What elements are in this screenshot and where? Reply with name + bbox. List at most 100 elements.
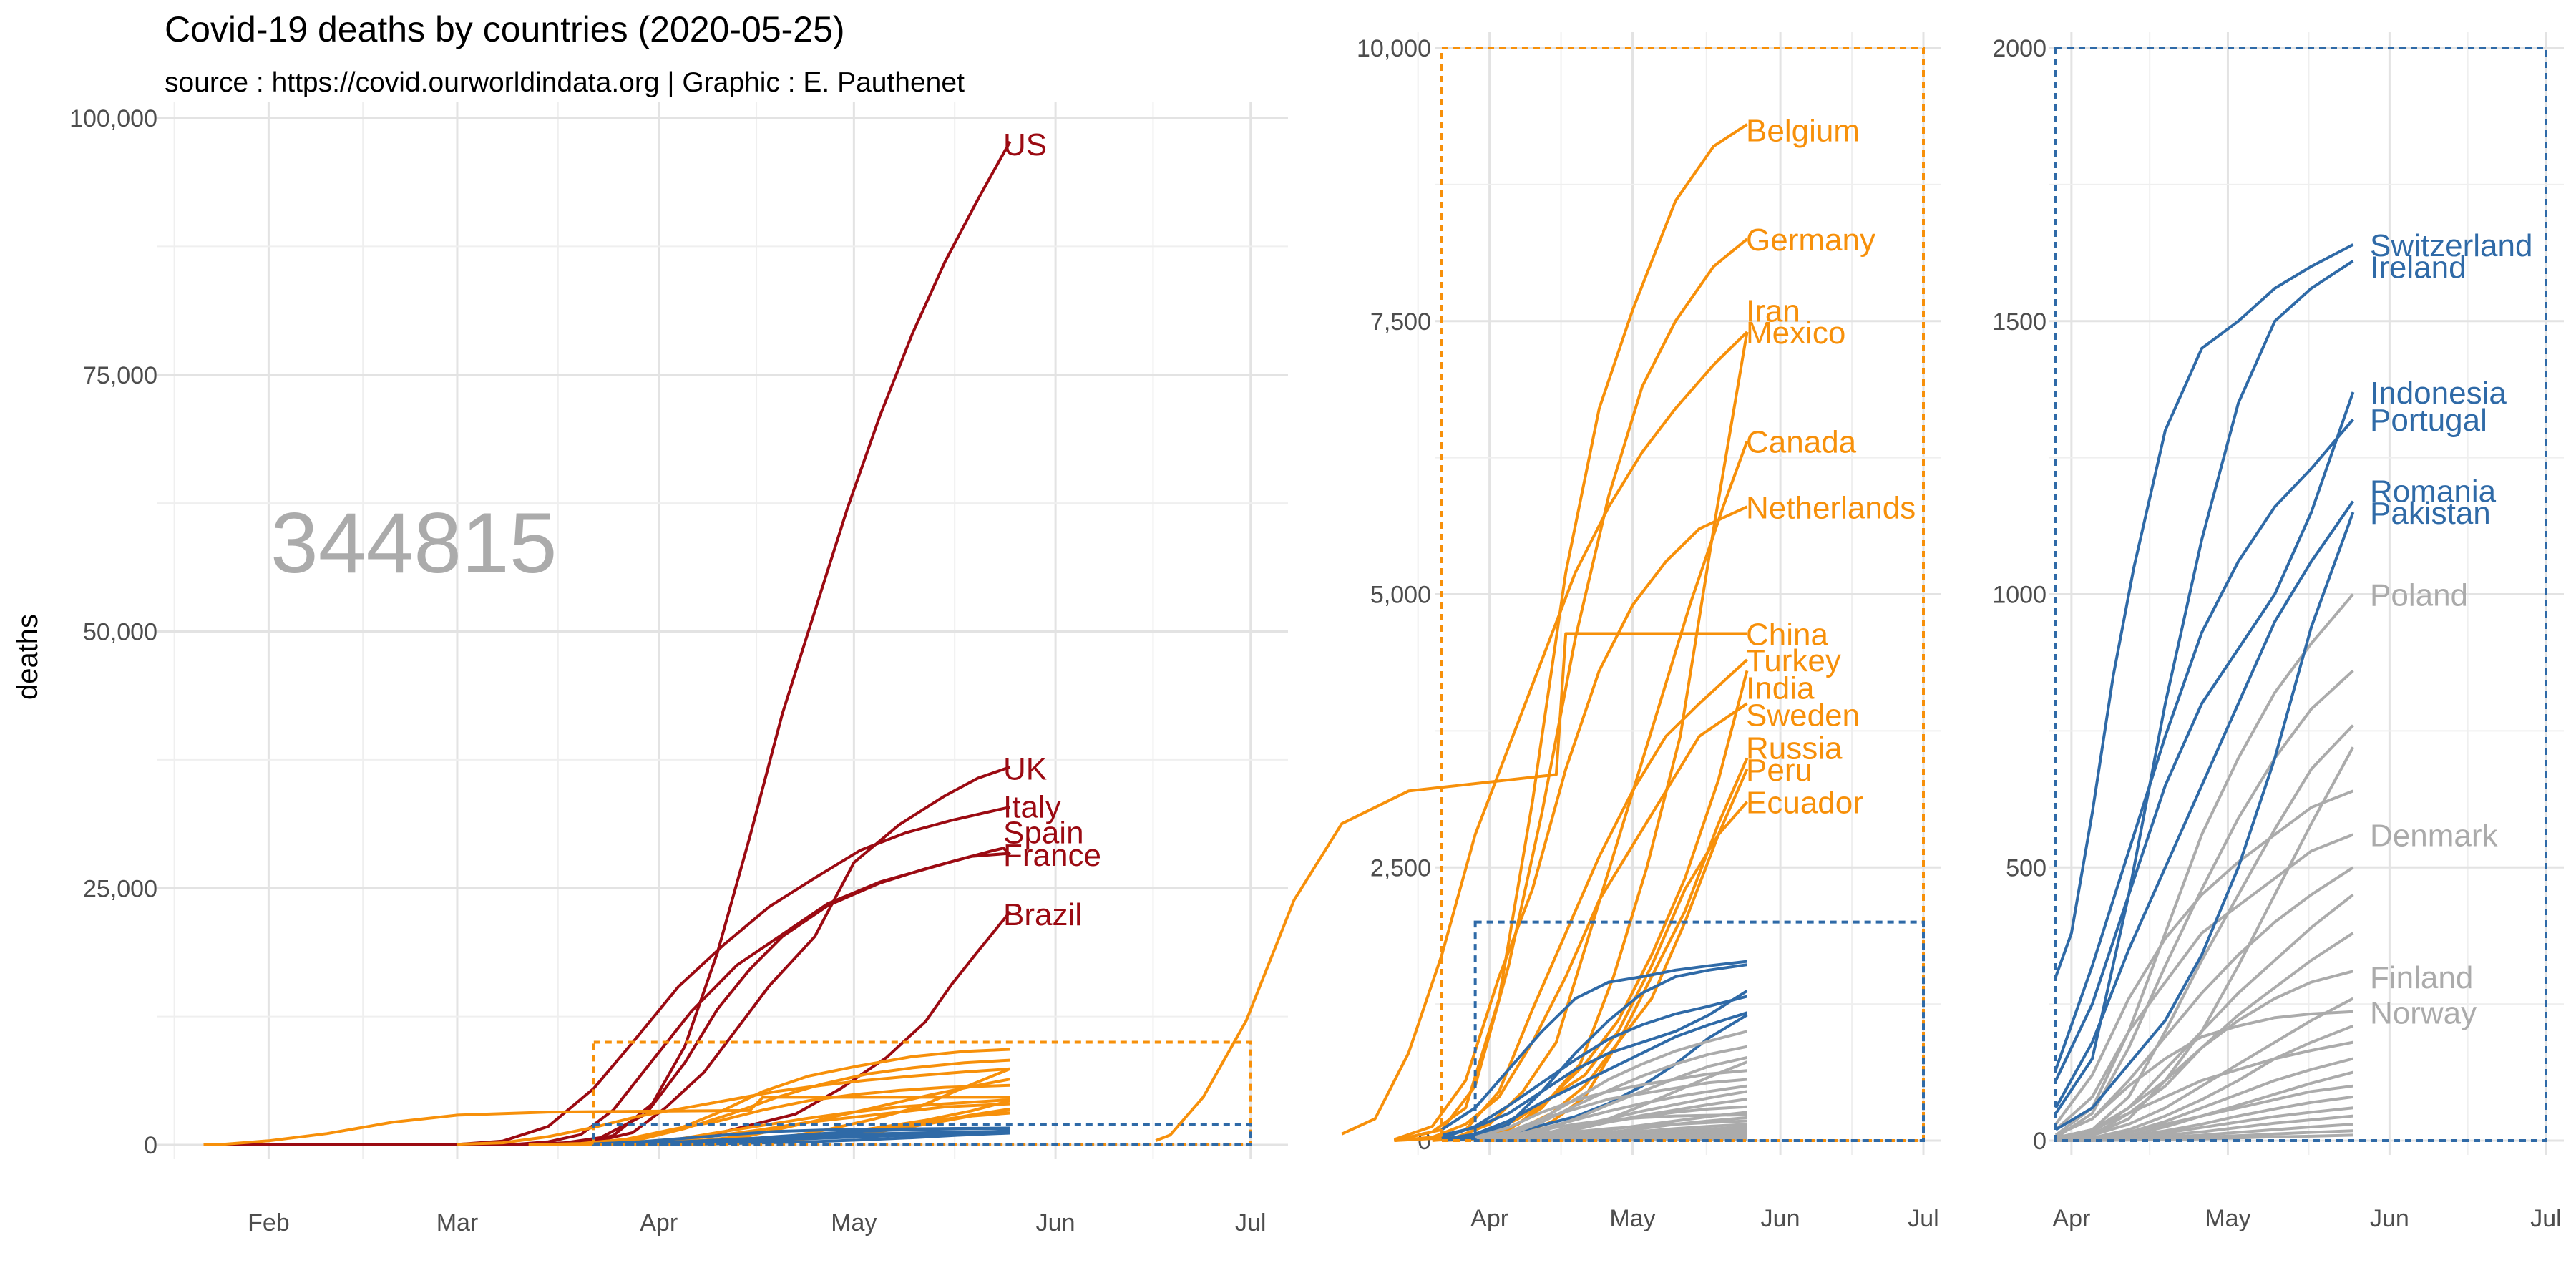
series-line <box>2054 500 2355 1109</box>
series-line <box>2054 260 2354 1114</box>
series-line <box>203 911 1012 1146</box>
series-line <box>1475 1119 1747 1142</box>
country-label: China <box>1746 617 1828 652</box>
total-deaths-number: 344815 <box>270 495 557 591</box>
series-line <box>1394 702 1748 1142</box>
country-label: Belgium <box>1746 114 1860 149</box>
y-tick-label: 0 <box>2033 1128 2046 1155</box>
x-tick-label: Jun <box>2370 1205 2409 1232</box>
y-tick-label: 1000 <box>1992 582 2046 609</box>
country-label: Indonesia <box>2370 376 2507 411</box>
country-label: Norway <box>2370 996 2477 1031</box>
y-tick-label: 10,000 <box>1357 35 1431 62</box>
x-tick-label: Apr <box>640 1209 678 1236</box>
y-tick-label: 7,500 <box>1370 308 1431 336</box>
country-label: Italy <box>1003 789 1061 824</box>
chart-title: Covid-19 deaths by countries (2020-05-25… <box>165 9 845 49</box>
series-line <box>593 1131 1010 1146</box>
series-line <box>203 847 1011 1146</box>
country-label: Brazil <box>1003 897 1082 932</box>
country-label: France <box>1003 838 1101 873</box>
country-label: US <box>1003 127 1047 162</box>
x-tick-label: Jul <box>2530 1205 2561 1232</box>
series-line <box>2054 833 2354 1131</box>
country-label: Romania <box>2370 474 2497 509</box>
y-tick-label: 2,500 <box>1370 854 1431 882</box>
country-label: Ecuador <box>1746 786 1863 821</box>
country-label: Iran <box>1746 293 1800 328</box>
x-tick-label: May <box>831 1209 877 1236</box>
series-line <box>2054 512 2355 1131</box>
series-line <box>1155 632 1747 1142</box>
series-line <box>2054 391 2355 1081</box>
country-label: Russia <box>1746 731 1843 766</box>
series-line <box>203 852 1010 1146</box>
series-line <box>2054 418 2354 1070</box>
series-line <box>528 1083 1010 1146</box>
series-line <box>1441 1011 1748 1141</box>
country-label: Ireland <box>2370 250 2467 285</box>
country-label: UK <box>1003 751 1047 786</box>
x-tick-label: May <box>2205 1205 2250 1232</box>
series-line <box>1475 1078 1747 1140</box>
zoom-box <box>592 1123 1252 1147</box>
x-tick-label: Jul <box>1235 1209 1266 1236</box>
series-line <box>1475 1113 1747 1141</box>
country-label: Denmark <box>2370 818 2498 853</box>
y-tick-label: 5,000 <box>1370 582 1431 609</box>
y-tick-label: 0 <box>144 1132 157 1159</box>
y-tick-label: 50,000 <box>83 619 157 646</box>
x-tick-label: Apr <box>1470 1205 1508 1232</box>
series-line <box>1393 238 1748 1142</box>
country-label: Switzerland <box>2370 228 2532 263</box>
country-label: Turkey <box>1746 643 1841 678</box>
country-label: Spain <box>1003 815 1084 850</box>
y-tick-label: 75,000 <box>83 362 157 389</box>
series-line <box>1393 505 1748 1141</box>
x-tick-label: Apr <box>2052 1205 2090 1232</box>
series-line <box>2055 724 2354 1142</box>
y-tick-label: 2000 <box>1992 35 2046 62</box>
series-line <box>457 1067 1010 1146</box>
x-tick-label: Feb <box>248 1209 290 1236</box>
series-line <box>2054 243 2354 977</box>
series-line <box>2056 1133 2353 1142</box>
y-tick-label: 1500 <box>1992 308 2046 336</box>
series-line <box>1440 960 1747 1131</box>
panel-left: 0 25,000 50,000 75,000 100,000 Feb Mar Apr May Ju… <box>69 102 1288 1236</box>
x-tick-label: Jun <box>1036 1209 1075 1236</box>
series-line <box>203 766 1011 1146</box>
series-line <box>1441 963 1747 1142</box>
country-label: Finland <box>2370 960 2473 995</box>
series-line <box>2055 970 2353 1140</box>
y-tick-label: 25,000 <box>83 875 157 902</box>
series-line <box>2054 789 2354 1126</box>
series-line <box>2054 593 2354 1137</box>
series-line <box>203 805 1010 1146</box>
country-label: Portugal <box>2370 403 2487 438</box>
country-label: Canada <box>1746 425 1857 460</box>
series-line <box>1441 995 1748 1140</box>
series-line <box>1341 331 1748 1136</box>
y-axis-label: deaths <box>12 614 44 700</box>
y-tick-label: 500 <box>2006 854 2046 882</box>
x-tick-label: Jul <box>1908 1205 1938 1232</box>
chart-subtitle: source : https://covid.ourworldindata.or… <box>165 67 965 98</box>
series-line <box>1441 990 1748 1137</box>
x-tick-label: Jun <box>1761 1205 1800 1232</box>
country-label: Peru <box>1746 753 1813 788</box>
series-line <box>2055 1040 2353 1140</box>
zoom-box <box>592 1040 1252 1146</box>
zoom-box <box>2054 47 2547 1142</box>
series-line <box>2055 1084 2353 1142</box>
series-line <box>1393 123 1748 1142</box>
series-line <box>2055 1010 2353 1137</box>
country-label: Sweden <box>1746 698 1860 733</box>
country-label: Mexico <box>1746 316 1845 351</box>
country-label: Pakistan <box>2370 496 2491 531</box>
series-line <box>1475 1069 1747 1139</box>
series-line <box>203 141 1012 1146</box>
series-line <box>2055 997 2354 1142</box>
